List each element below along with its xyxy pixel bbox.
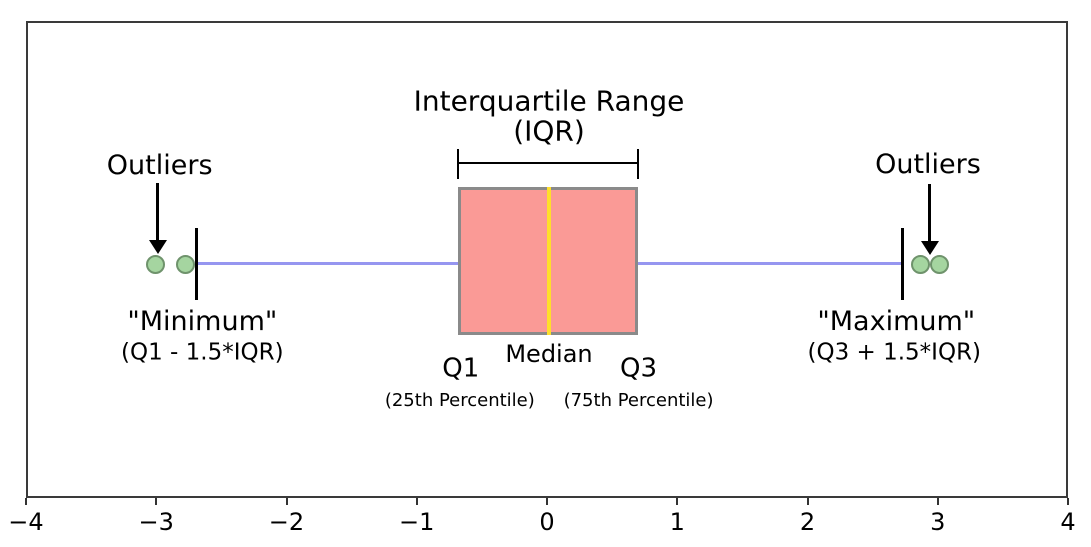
outlier-point bbox=[146, 254, 166, 274]
q3-label: Q3 bbox=[620, 353, 658, 384]
x-tick-label: 1 bbox=[669, 508, 685, 536]
min-label-line2: (Q1 - 1.5*IQR) bbox=[121, 339, 284, 366]
plot-area: Interquartile Range (IQR) Outliers Outli… bbox=[26, 21, 1068, 498]
outliers-right-arrow bbox=[928, 184, 932, 241]
x-tick-mark bbox=[546, 498, 548, 505]
x-tick-label: 3 bbox=[930, 508, 946, 536]
iqr-bracket-right-tick bbox=[636, 149, 639, 179]
outliers-right-arrowhead-icon bbox=[920, 241, 939, 255]
outlier-point bbox=[176, 254, 196, 274]
x-tick-label: 2 bbox=[799, 508, 816, 536]
outliers-left-label: Outliers bbox=[106, 150, 213, 182]
median-line bbox=[547, 187, 551, 335]
median-label: Median bbox=[505, 339, 593, 368]
whisker-cap-max bbox=[901, 228, 905, 300]
x-tick-label: 4 bbox=[1060, 508, 1076, 536]
max-label-line1: "Maximum" bbox=[817, 306, 976, 338]
x-tick-mark bbox=[415, 498, 418, 505]
whisker-cap-min bbox=[195, 228, 199, 300]
q3-sublabel: (75th Percentile) bbox=[563, 390, 714, 412]
outliers-left-arrow bbox=[156, 183, 160, 241]
x-tick-label: −4 bbox=[8, 508, 44, 536]
x-tick-mark bbox=[936, 498, 939, 505]
outlier-point bbox=[910, 254, 930, 274]
iqr-title-line2: (IQR) bbox=[513, 114, 585, 148]
min-label-line1: "Minimum" bbox=[127, 306, 278, 338]
outliers-right-label: Outliers bbox=[875, 149, 981, 181]
q1-label: Q1 bbox=[442, 353, 480, 384]
x-tick-mark bbox=[285, 498, 288, 505]
max-label-line2: (Q3 + 1.5*IQR) bbox=[807, 339, 982, 366]
x-tick-label: 0 bbox=[539, 508, 555, 536]
x-tick-label: −1 bbox=[399, 508, 435, 536]
outlier-points bbox=[28, 23, 1066, 496]
q1-sublabel: (25th Percentile) bbox=[384, 390, 535, 412]
iqr-bracket-line bbox=[457, 162, 638, 164]
x-tick-label: −2 bbox=[268, 508, 305, 536]
x-tick-mark bbox=[1067, 498, 1069, 505]
x-tick-mark bbox=[806, 498, 809, 505]
x-tick-mark bbox=[155, 498, 158, 505]
iqr-bracket-left-tick bbox=[456, 149, 459, 179]
x-tick-mark bbox=[676, 498, 679, 505]
iqr-title-line1: Interquartile Range bbox=[413, 84, 685, 118]
x-tick-mark bbox=[25, 498, 27, 505]
outlier-point bbox=[930, 254, 950, 274]
whisker-right bbox=[637, 262, 904, 265]
whisker-left bbox=[197, 262, 458, 265]
x-tick-label: −3 bbox=[138, 508, 174, 536]
outliers-left-arrowhead-icon bbox=[148, 240, 167, 254]
